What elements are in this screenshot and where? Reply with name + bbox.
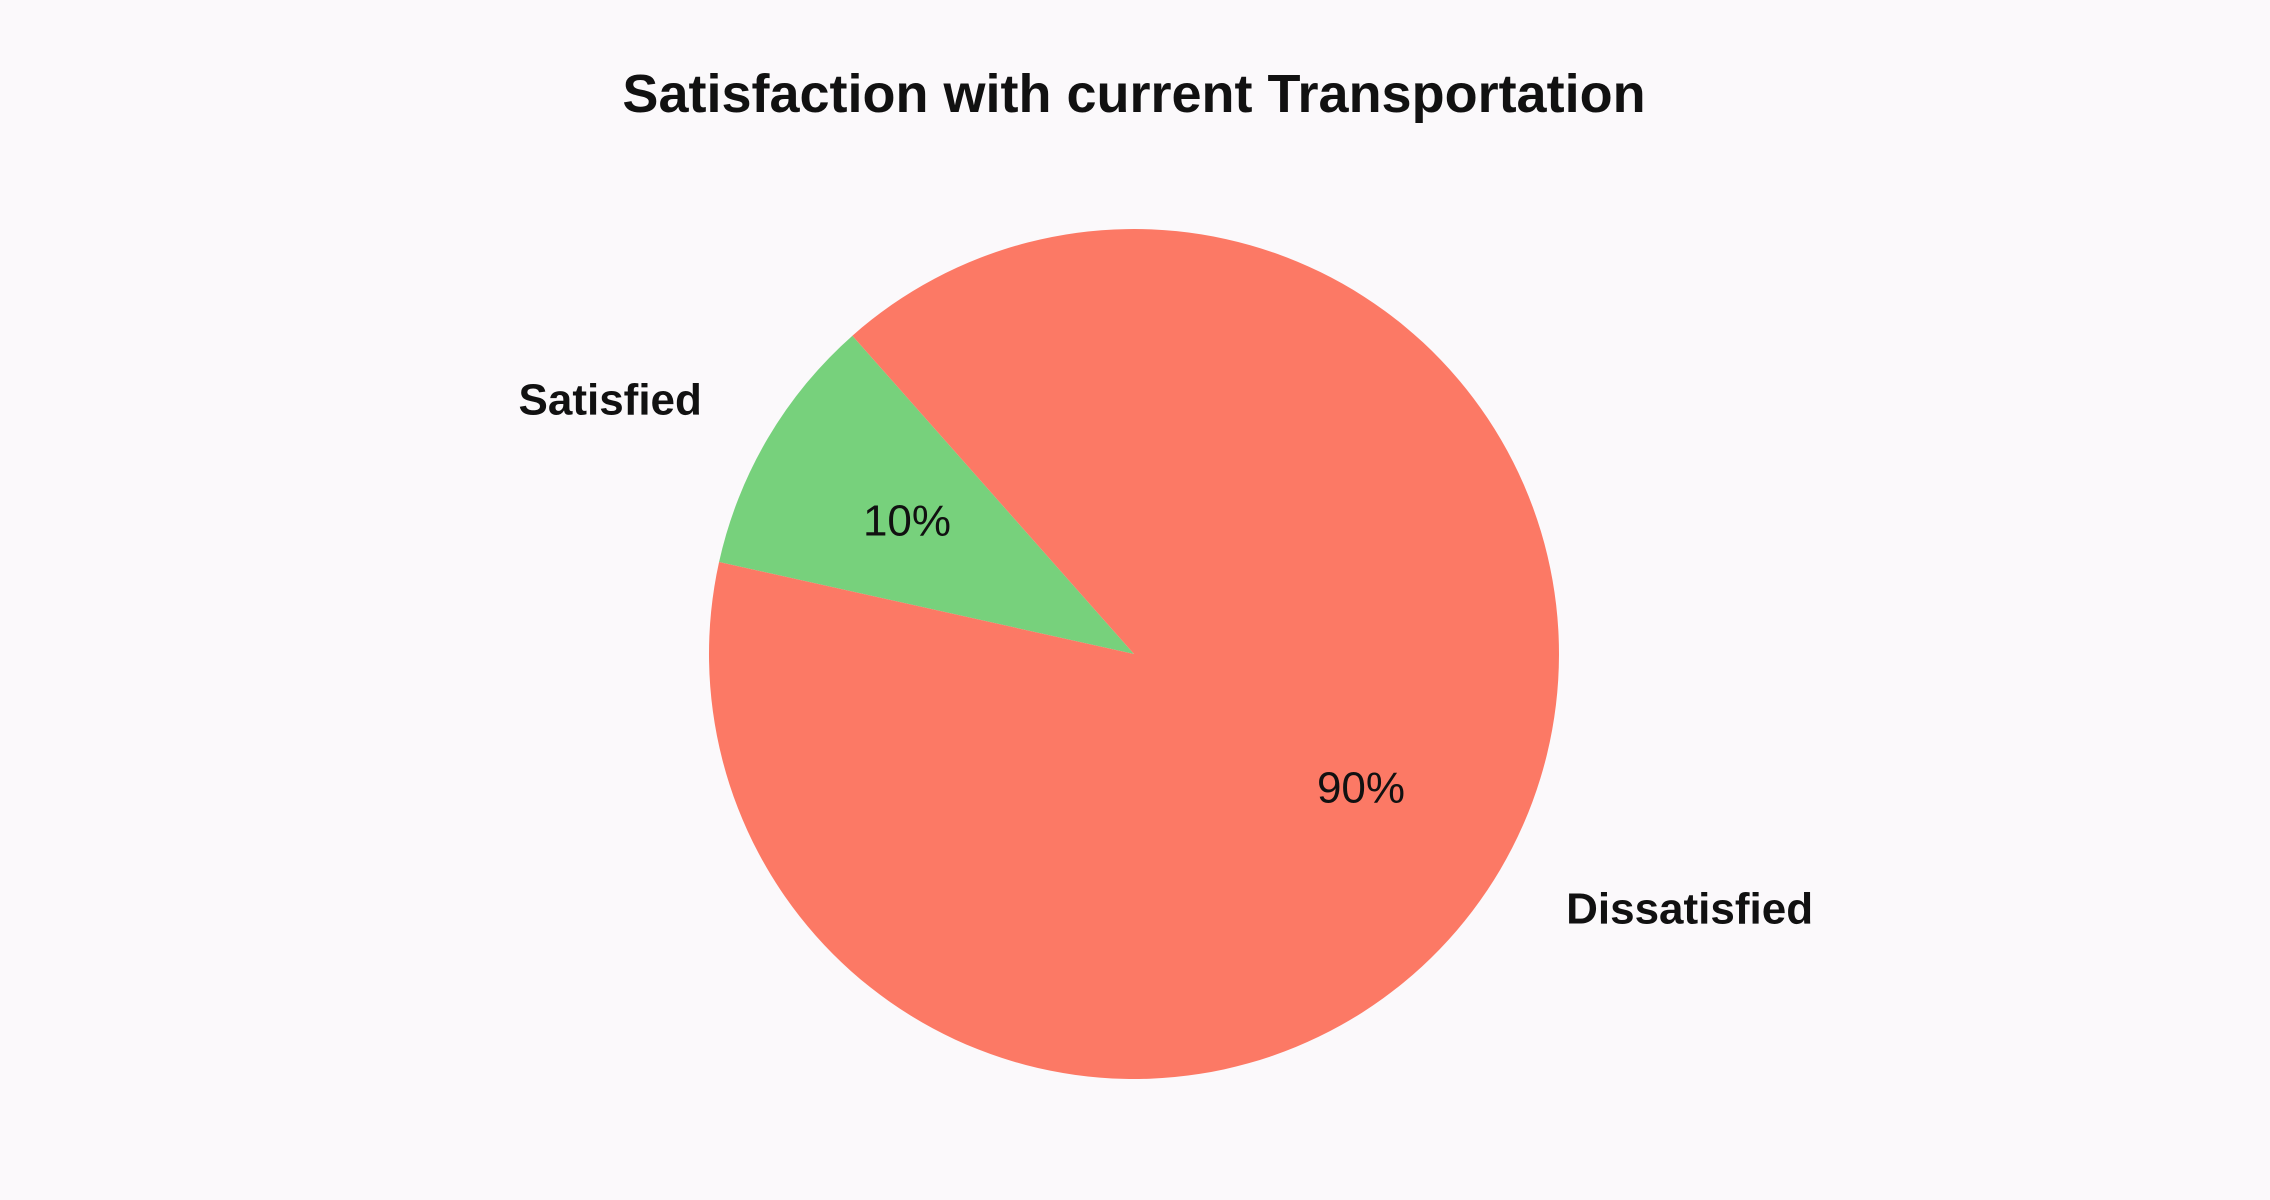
pie-slices	[708, 229, 1559, 1080]
slice-value-label: 10%	[863, 496, 951, 545]
pie-slice-satisfied	[719, 335, 1134, 654]
slice-category-label: Satisfied	[519, 376, 702, 425]
slice-value-label: 90%	[1317, 764, 1405, 813]
chart-title: Satisfaction with current Transportation	[622, 64, 1645, 124]
pie-slice-dissatisfied	[708, 229, 1559, 1080]
pie-labels: 10% Satisfied 90% Dissatisfied	[519, 376, 1814, 934]
slice-category-label: Dissatisfied	[1566, 885, 1813, 934]
